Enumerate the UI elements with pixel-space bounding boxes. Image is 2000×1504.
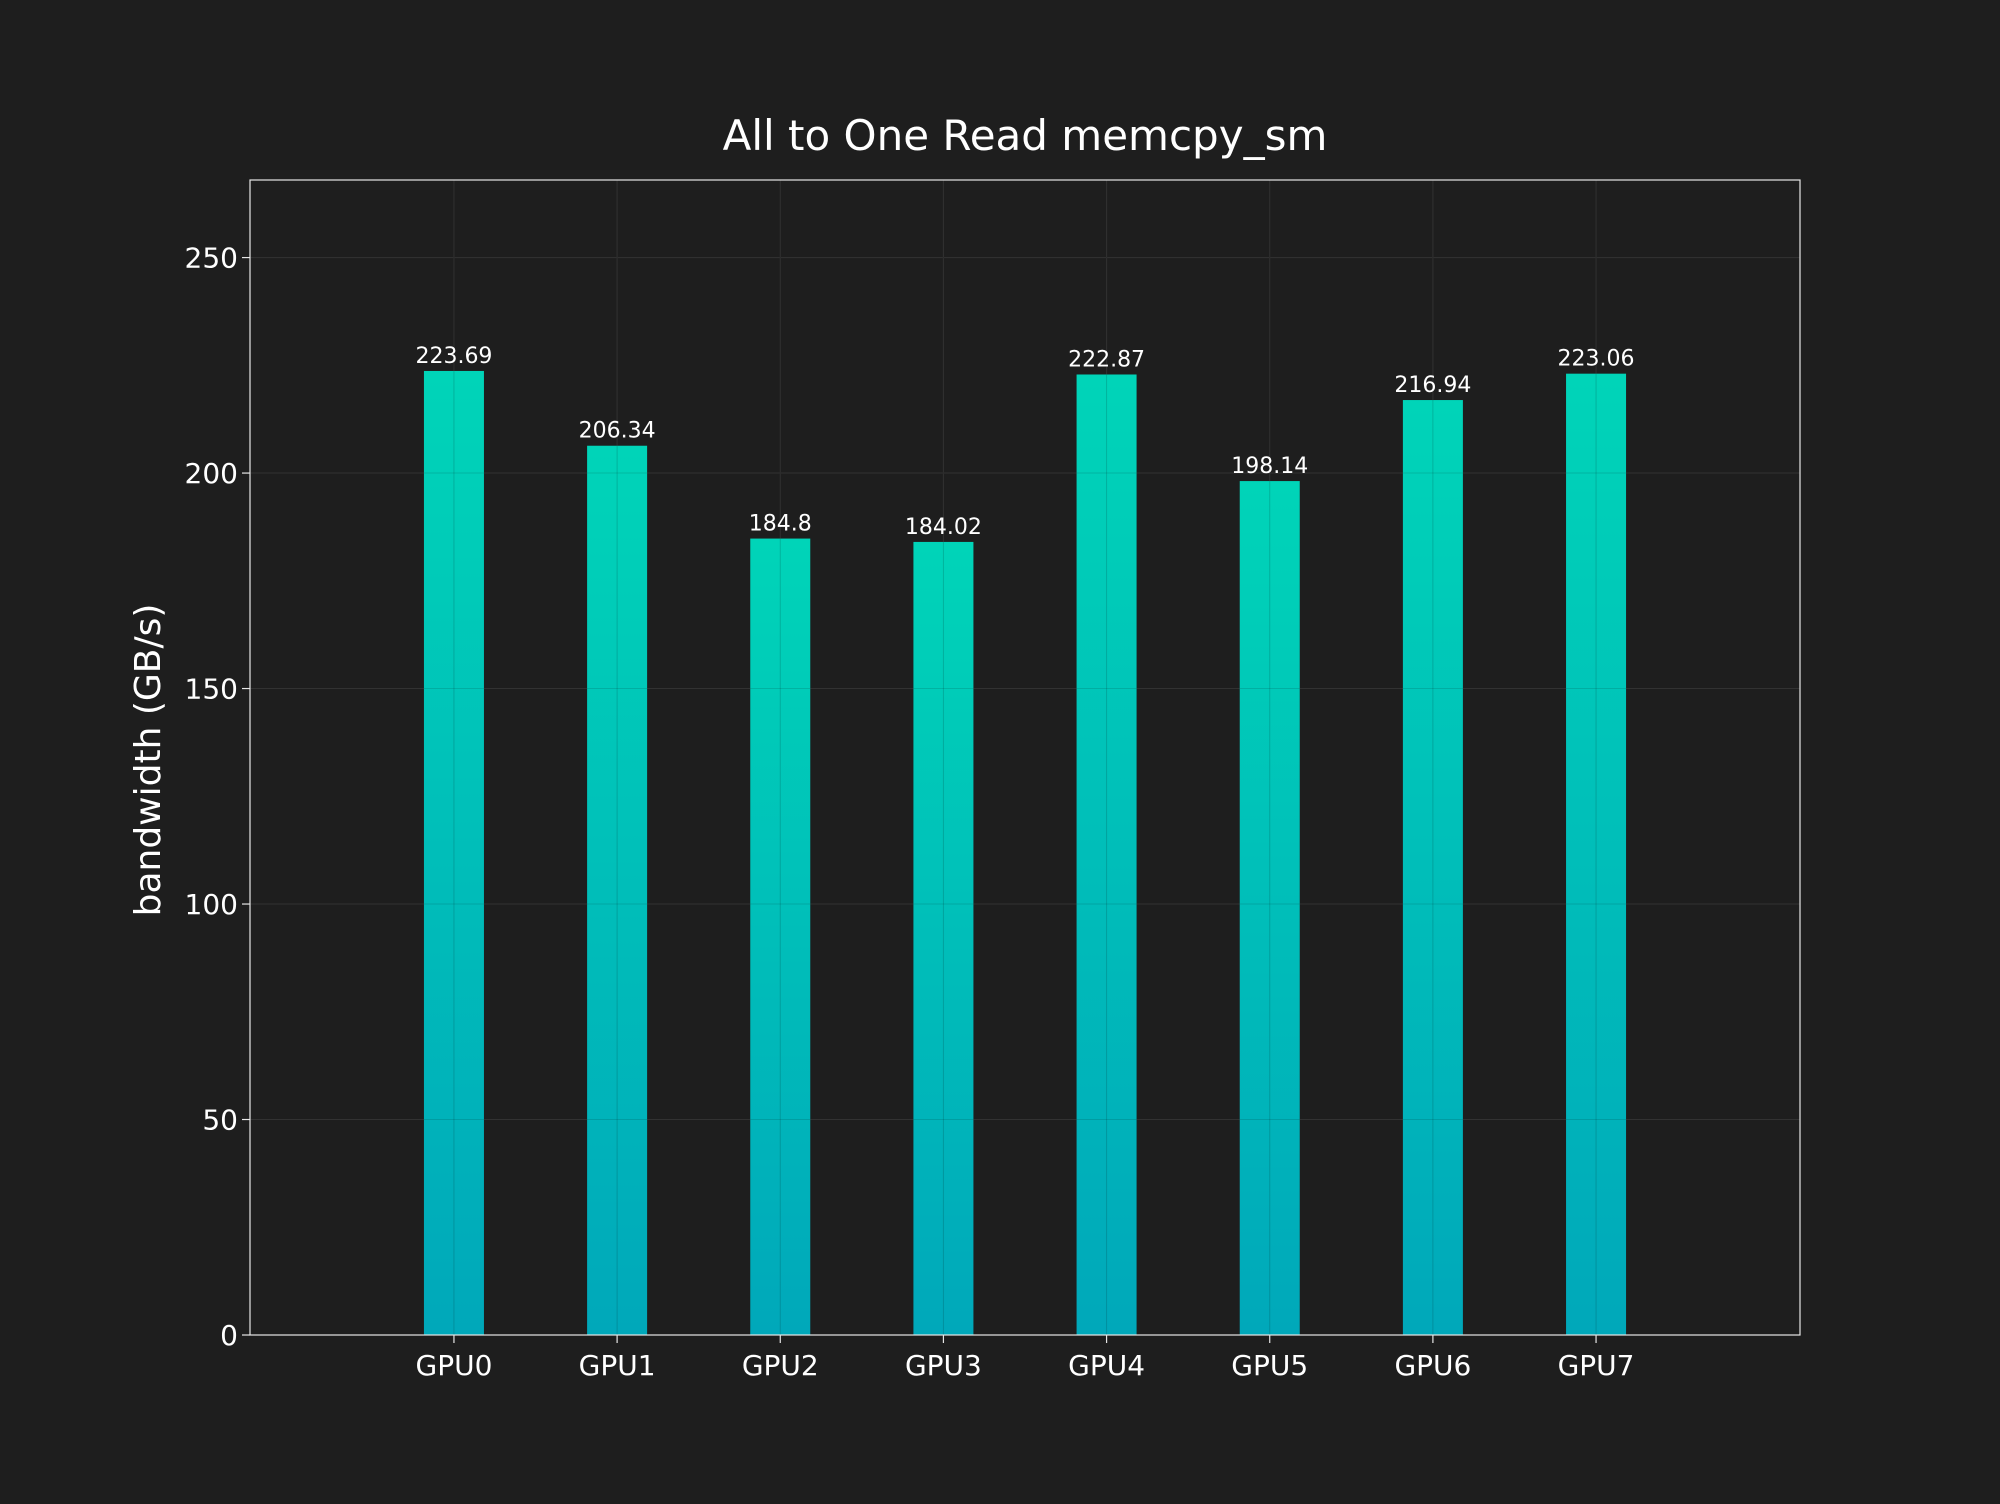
data-labels: 223.69 206.34 184.8 184.02 222.87 198.14 216.9… [415,344,1634,540]
x-tick-label: GPU2 [742,1349,819,1382]
bars [423,370,1627,1335]
x-tick-label: GPU4 [1068,1349,1145,1382]
x-tick-label: GPU1 [579,1349,656,1382]
y-tick-label: 50 [202,1104,238,1137]
plot-frame [249,179,1801,1336]
data-label: 223.06 [1558,347,1635,372]
data-label: 216.94 [1394,373,1471,398]
data-label: 206.34 [579,419,656,444]
y-axis-label: bandwidth (GB/s) [128,604,169,917]
y-tick-label: 200 [185,457,238,490]
x-tick-label: GPU6 [1394,1349,1471,1382]
y-tick-label: 150 [185,673,238,706]
x-axis-ticks: GPU0 GPU1 GPU2 GPU3 GPU4 GPU5 GPU6 GPU7 [416,1335,1635,1382]
data-label: 198.14 [1231,454,1308,479]
chart-title: All to One Read memcpy_sm [723,111,1328,160]
x-tick-label: GPU7 [1558,1349,1635,1382]
bar-gpu1 [587,445,648,1335]
bar-gpu0 [423,370,484,1335]
data-label: 184.8 [749,512,812,537]
y-tick-label: 0 [220,1319,238,1352]
bar-gpu6 [1402,400,1463,1335]
y-axis-ticks: 0 50 100 150 200 250 [185,242,250,1352]
x-tick-label: GPU3 [905,1349,982,1382]
bar-gpu3 [913,541,974,1335]
y-tick-label: 100 [185,888,238,921]
y-tick-label: 250 [185,242,238,275]
bar-gpu5 [1239,481,1300,1335]
data-label: 223.69 [415,344,492,369]
bar-gpu7 [1566,373,1627,1335]
bar-gpu4 [1076,374,1137,1335]
data-label: 184.02 [905,515,982,540]
data-label: 222.87 [1068,347,1145,372]
x-tick-label: GPU5 [1231,1349,1308,1382]
bar-gpu2 [750,538,811,1335]
x-tick-label: GPU0 [416,1349,493,1382]
